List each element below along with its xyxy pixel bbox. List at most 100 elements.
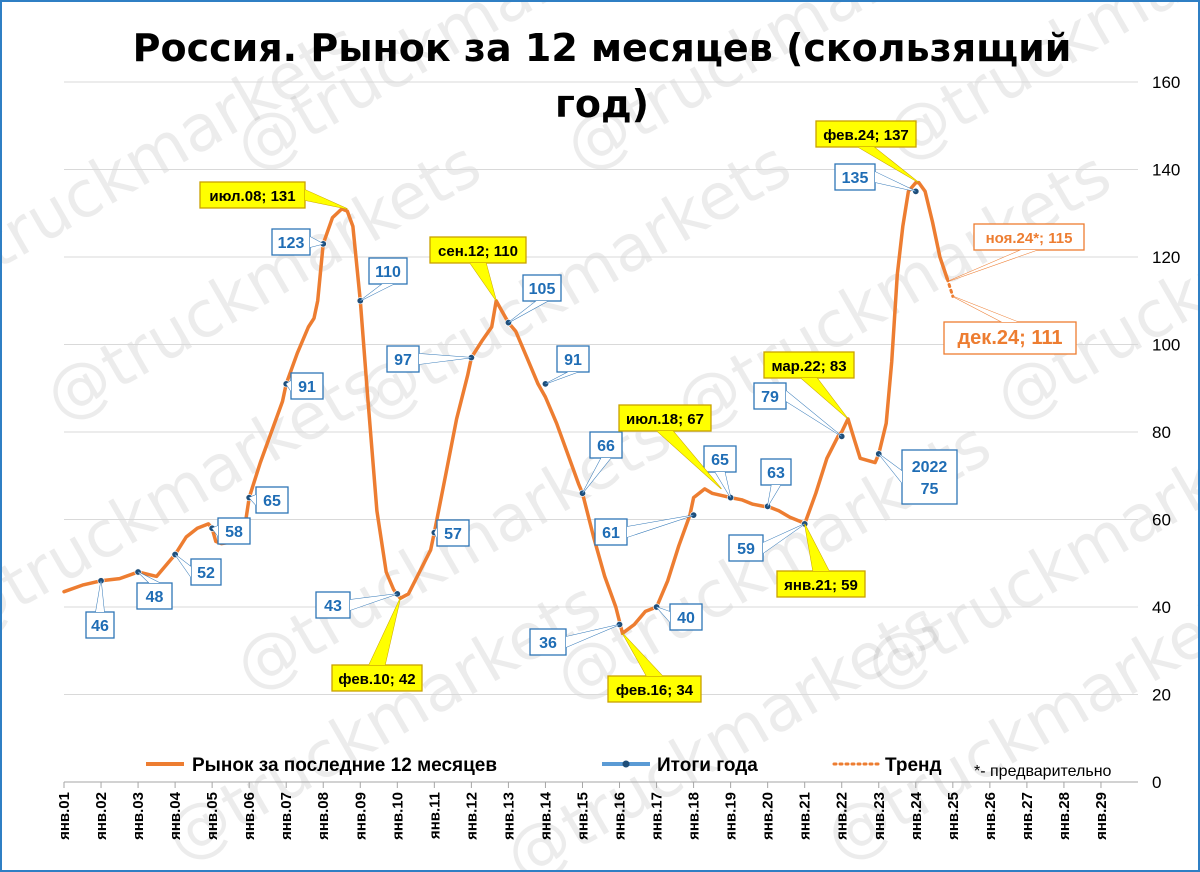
year-label-pointer-fill (175, 554, 191, 578)
y-tick-label: 120 (1152, 248, 1180, 267)
year-label-pointer-fill (360, 284, 394, 301)
x-tick-label: янв.15 (574, 792, 591, 840)
year-label-text: 123 (278, 235, 305, 252)
legend-label-year: Итоги года (657, 755, 758, 776)
y-tick-label: 160 (1152, 73, 1180, 92)
callout-pointer-fill (470, 263, 497, 301)
year-label-text: 135 (842, 170, 869, 187)
y-tick-label: 140 (1152, 161, 1180, 180)
year-label-text: 36 (539, 635, 557, 652)
year-label-text: 110 (375, 264, 401, 281)
year-result-label: 91 (545, 345, 590, 385)
year-label-pointer-fill (875, 171, 916, 192)
year-result-label: 110 (359, 257, 408, 302)
callout-text: июл.18; 67 (626, 411, 704, 428)
year-2022-label-text: 2022 (912, 459, 948, 476)
year-result-label: 135 (834, 163, 917, 192)
year-label-text: 65 (711, 452, 729, 469)
year-label-pointer-fill (350, 593, 398, 611)
year-label-text: 59 (737, 541, 755, 558)
year-label-pointer-fill (95, 580, 105, 612)
x-tick-label: янв.14 (537, 791, 554, 840)
year-label-text: 46 (91, 618, 109, 635)
year-label-box (436, 519, 470, 547)
callout-pointer-fill (305, 189, 348, 209)
callout-pointer-fill (369, 598, 401, 665)
x-tick-label: янв.16 (612, 792, 629, 840)
watermark-text: @truckmarkets (873, 2, 1198, 176)
year-result-label: 46 (85, 580, 115, 639)
year-result-label: 59 (728, 523, 805, 562)
year-label-box (834, 163, 876, 191)
year-label-text: 58 (225, 524, 243, 541)
year-label-pointer-fill (763, 523, 805, 554)
extreme-callout: янв.21; 59 (776, 523, 866, 598)
callout-box (331, 664, 423, 692)
year-label-pointer-fill (627, 515, 694, 538)
market-12m-line (62, 180, 950, 636)
year-label-pointer-fill (286, 380, 291, 392)
year-label-text: 66 (597, 438, 615, 455)
callout-box (763, 351, 855, 379)
year-result-label: 40 (656, 603, 703, 631)
callout-pointer-fill (858, 147, 919, 183)
year-label-text: 61 (602, 525, 620, 542)
extreme-callout: мар.22; 83 (763, 351, 855, 420)
year-result-label: 43 (315, 591, 398, 619)
year-label-text: 91 (564, 352, 582, 369)
callout-box (776, 570, 866, 598)
trend-nov-box (973, 223, 1085, 251)
x-tick-label: янв.05 (204, 792, 221, 840)
y-tick-label: 60 (1152, 511, 1171, 530)
year-label-pointer-fill (656, 607, 670, 623)
callout-text: янв.21; 59 (784, 577, 858, 594)
x-tick-label: янв.07 (278, 792, 295, 840)
year-result-label: 105 (508, 274, 562, 324)
y-tick-label: 40 (1152, 598, 1171, 617)
year-result-label: 2022 75 (878, 449, 958, 505)
year-label-box (728, 534, 764, 562)
year-label-pointer-fill (715, 472, 731, 498)
year-result-label: 97 (386, 345, 472, 373)
extreme-callout: июл.18; 67 (618, 404, 722, 490)
x-tick-label: янв.01 (56, 792, 73, 840)
legend-label-trend: Тренд (885, 755, 942, 776)
extreme-callout: фев.16; 34 (607, 632, 702, 703)
year-label-text: 91 (298, 379, 316, 396)
legend-label-market: Рынок за последние 12 месяцев (192, 755, 497, 776)
year-label-pointer-fill (310, 236, 324, 248)
year-label-pointer-fill (434, 527, 437, 539)
year-result-label: 65 (248, 486, 289, 514)
y-tick-label: 20 (1152, 686, 1171, 705)
trend-label-dec: дек.24; 111 (943, 295, 1077, 355)
x-tick-label: янв.17 (649, 792, 666, 840)
extreme-callout: сен.12; 110 (429, 236, 527, 302)
x-tick-label: янв.23 (871, 792, 888, 840)
year-label-pointer-fill (767, 485, 781, 507)
year-result-label: 52 (174, 554, 222, 586)
callout-box (199, 181, 306, 209)
year-label-text: 57 (444, 526, 462, 543)
callout-pointer-fill (804, 523, 829, 571)
year-result-label: 61 (594, 514, 694, 546)
axis-layer: 0 20 40 60 80 100 120 140 160 янв.01 янв.02 янв.03 я… (56, 73, 1180, 840)
year-2022-label-pointer-fill (878, 453, 902, 483)
callout-pointer-fill (657, 431, 722, 489)
year-label-box (255, 486, 289, 514)
year-label-box (190, 558, 222, 586)
x-tick-label: янв.08 (315, 792, 332, 840)
year-label-text: 52 (197, 565, 215, 582)
x-tick-label: янв.24 (908, 791, 925, 840)
x-tick-label: янв.10 (389, 792, 406, 840)
year-result-label: 91 (285, 372, 324, 400)
year-label-text: 105 (529, 281, 556, 298)
year-2022-label-box (901, 449, 958, 505)
x-tick-label: янв.02 (93, 792, 110, 840)
x-tick-label: янв.06 (241, 792, 258, 840)
year-label-pointer-fill (786, 390, 842, 437)
callout-text: июл.08; 131 (209, 188, 295, 205)
x-tick-label: янв.28 (1056, 792, 1073, 840)
callout-text: фев.10; 42 (338, 671, 415, 688)
x-tick-label: янв.04 (167, 791, 184, 840)
